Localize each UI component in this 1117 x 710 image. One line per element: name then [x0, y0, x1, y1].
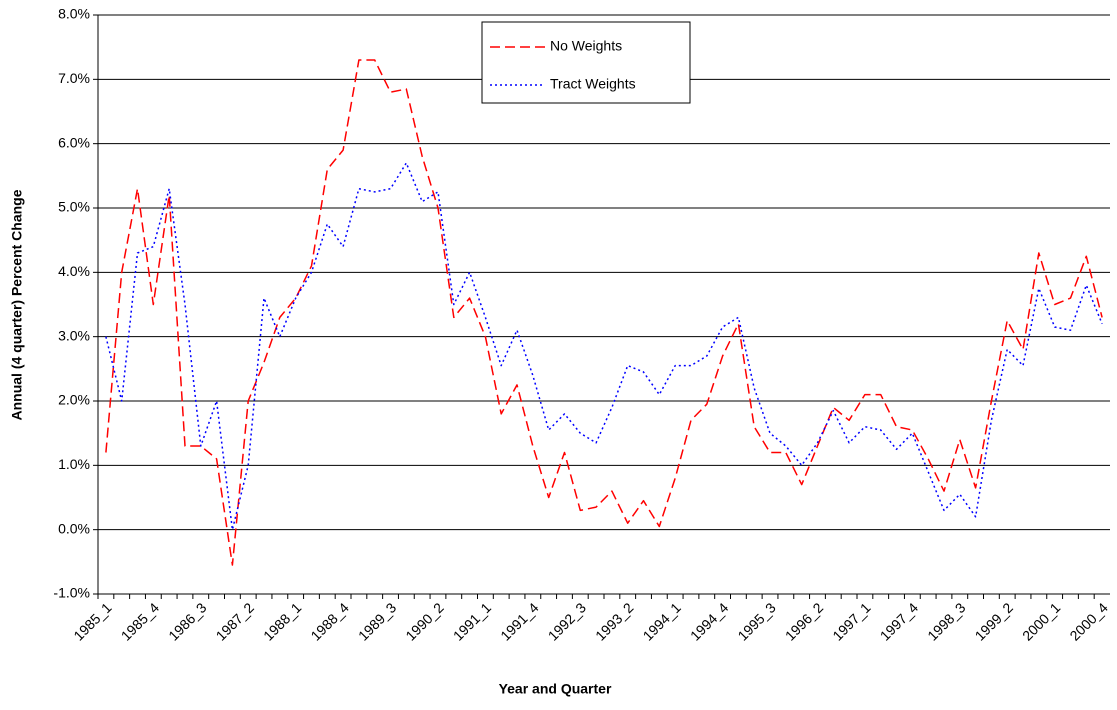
x-tick-label: 1991_4 — [497, 599, 541, 643]
x-tick-label: 1998_3 — [924, 599, 968, 643]
x-tick-label: 1991_1 — [450, 599, 494, 643]
x-tick-label: 1987_2 — [213, 599, 257, 643]
x-tick-label: 2000_1 — [1019, 599, 1063, 643]
x-tick-label: 1989_3 — [355, 599, 399, 643]
x-tick-label: 1996_2 — [782, 599, 826, 643]
y-tick-label: 7.0% — [58, 70, 90, 86]
x-tick-label: 1999_2 — [972, 599, 1016, 643]
x-tick-label: 1997_1 — [829, 599, 873, 643]
legend-label: No Weights — [550, 38, 622, 54]
x-tick-label: 1985_1 — [70, 599, 114, 643]
y-tick-label: 8.0% — [58, 6, 90, 22]
y-tick-label: 1.0% — [58, 456, 90, 472]
x-tick-label: 1992_3 — [545, 599, 589, 643]
x-tick-label: 1990_2 — [402, 599, 446, 643]
x-tick-label: 1994_4 — [687, 599, 731, 643]
y-tick-label: 6.0% — [58, 134, 90, 150]
series-line — [105, 59, 1103, 566]
y-tick-label: 5.0% — [58, 199, 90, 215]
legend-label: Tract Weights — [550, 76, 636, 92]
x-tick-label: 1988_4 — [307, 599, 351, 643]
y-axis-title: Annual (4 quarter) Percent Change — [9, 189, 25, 420]
y-tick-label: 3.0% — [58, 327, 90, 343]
y-tick-label: -1.0% — [53, 585, 90, 601]
x-tick-label: 1988_1 — [260, 599, 304, 643]
x-tick-label: 2000_4 — [1066, 599, 1110, 643]
y-tick-label: 2.0% — [58, 392, 90, 408]
x-tick-label: 1994_1 — [640, 599, 684, 643]
y-tick-label: 4.0% — [58, 263, 90, 279]
legend-box — [481, 21, 691, 104]
x-tick-label: 1985_4 — [118, 599, 162, 643]
x-tick-label: 1997_4 — [877, 599, 921, 643]
y-tick-label: 0.0% — [58, 520, 90, 536]
series-line — [105, 162, 1103, 531]
x-axis-title: Year and Quarter — [499, 681, 612, 697]
x-tick-label: 1993_2 — [592, 599, 636, 643]
x-tick-label: 1995_3 — [734, 599, 778, 643]
x-tick-label: 1986_3 — [165, 599, 209, 643]
